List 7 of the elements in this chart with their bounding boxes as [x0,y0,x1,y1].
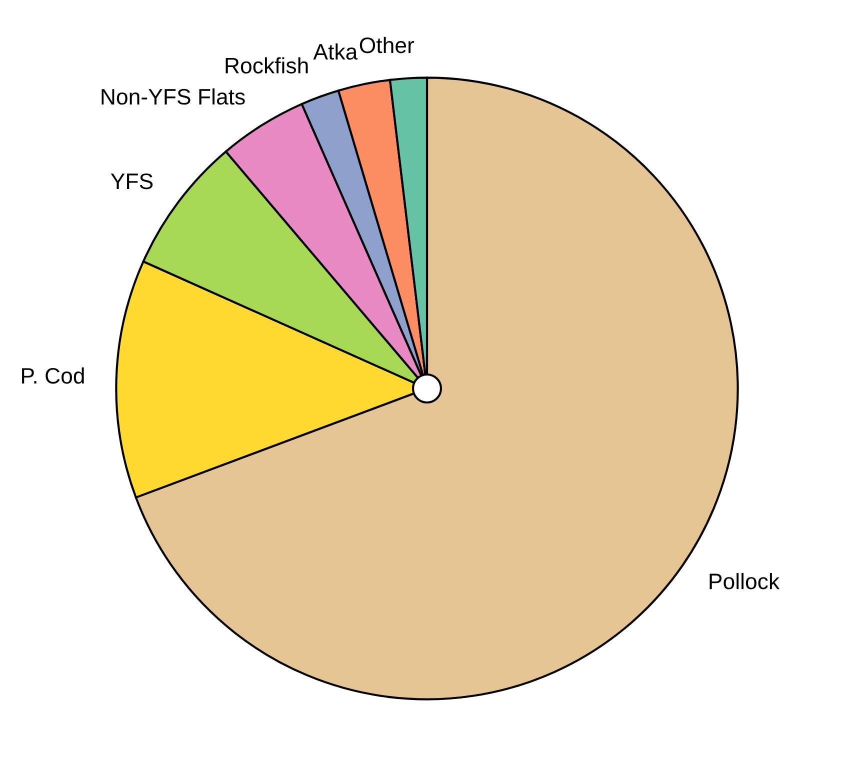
slice-label: YFS [110,173,153,190]
slice-label: Other [360,36,414,54]
slice-label: Pollock [710,572,780,590]
slice-label: P. Cod [22,367,84,384]
slice-label: Rockfish [226,57,308,74]
slice-label: Non-YFS Flats [102,88,245,105]
slice-label: Atka [313,43,358,60]
